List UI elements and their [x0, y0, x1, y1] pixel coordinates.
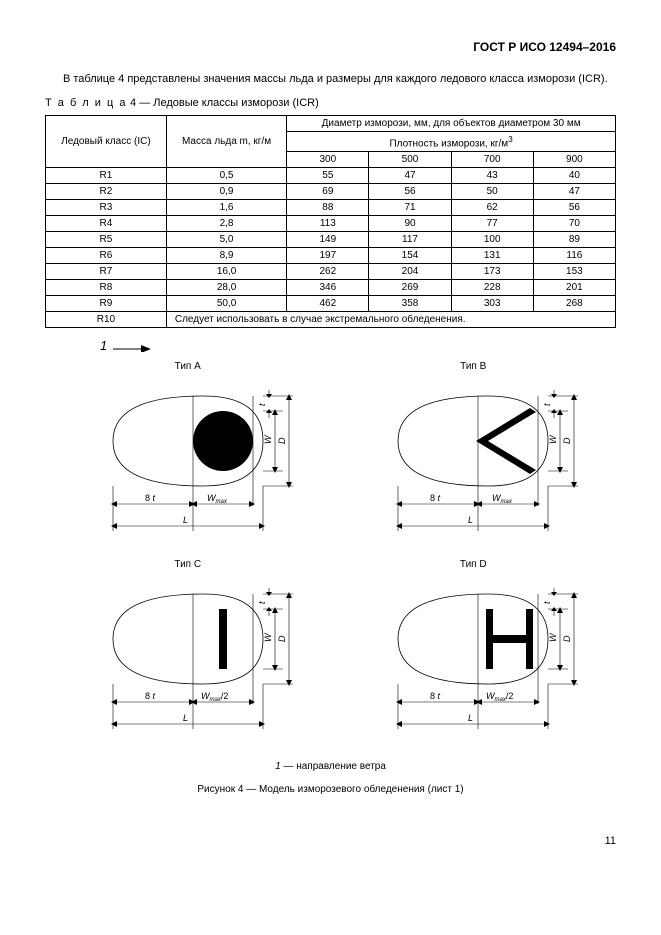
- diagram-a: Тип A D W: [51, 361, 325, 549]
- table-row: R20,969565047: [46, 184, 616, 200]
- svg-text:D: D: [562, 437, 572, 444]
- diagram-grid: Тип A D W: [45, 361, 616, 757]
- svg-text:L: L: [183, 515, 188, 525]
- diagram-c: Тип C D W t: [51, 559, 325, 747]
- svg-text:D: D: [277, 635, 287, 642]
- col-mass: Масса льда m, кг/м: [166, 115, 286, 167]
- table-row: R10,555474340: [46, 168, 616, 184]
- svg-text:D: D: [562, 635, 572, 642]
- table-caption: Т а б л и ц а 4 — Ледовые классы измороз…: [45, 97, 616, 109]
- table-row: R68,9197154131116: [46, 248, 616, 264]
- svg-text:Wmax: Wmax: [207, 493, 228, 505]
- page-number: 11: [45, 835, 616, 847]
- density-300: 300: [287, 152, 369, 168]
- svg-text:8 t: 8 t: [145, 691, 156, 701]
- svg-text:L: L: [468, 515, 473, 525]
- wind-direction-indicator: 1: [100, 338, 616, 353]
- svg-text:W: W: [263, 434, 273, 444]
- table-row: R950,0462358303268: [46, 296, 616, 312]
- header-diameter: Диаметр изморози, мм, для объектов диаме…: [287, 115, 616, 131]
- table-row: R716,0262204173153: [46, 264, 616, 280]
- svg-text:W: W: [263, 632, 273, 642]
- table-row: R828,0346269228201: [46, 280, 616, 296]
- figure-caption: Рисунок 4 — Модель изморозевого обледене…: [45, 784, 616, 795]
- diagram-d: Тип D D W: [336, 559, 610, 747]
- table-row: R55,014911710089: [46, 232, 616, 248]
- svg-text:Wmax/2: Wmax/2: [201, 691, 228, 703]
- density-500: 500: [369, 152, 451, 168]
- svg-text:Wmax: Wmax: [492, 493, 513, 505]
- intro-paragraph: В таблице 4 представлены значения массы …: [45, 72, 616, 87]
- table-row: R42,8113907770: [46, 216, 616, 232]
- ice-class-table: Ледовый класс (IC) Масса льда m, кг/м Ди…: [45, 115, 616, 328]
- svg-text:W: W: [548, 632, 558, 642]
- wind-caption: 1 — направление ветра: [45, 761, 616, 772]
- document-id: ГОСТ Р ИСО 12494–2016: [45, 40, 616, 54]
- svg-text:t: t: [542, 601, 552, 604]
- svg-text:L: L: [468, 713, 473, 723]
- svg-text:8 t: 8 t: [145, 493, 156, 503]
- header-density: Плотность изморози, кг/м3: [287, 131, 616, 151]
- svg-text:8 t: 8 t: [430, 691, 441, 701]
- density-900: 900: [533, 152, 615, 168]
- diagram-b: Тип B D W t: [336, 361, 610, 549]
- svg-text:L: L: [183, 713, 188, 723]
- svg-text:t: t: [542, 403, 552, 406]
- table-row-r10: R10Следует использовать в случае экстрем…: [46, 312, 616, 328]
- table-row: R31,688716256: [46, 200, 616, 216]
- svg-text:8 t: 8 t: [430, 493, 441, 503]
- svg-text:D: D: [277, 437, 287, 444]
- col-ice-class: Ледовый класс (IC): [46, 115, 167, 167]
- svg-text:t: t: [257, 403, 267, 406]
- svg-text:t: t: [257, 601, 267, 604]
- svg-text:W: W: [548, 434, 558, 444]
- svg-text:Wmax/2: Wmax/2: [486, 691, 513, 703]
- density-700: 700: [451, 152, 533, 168]
